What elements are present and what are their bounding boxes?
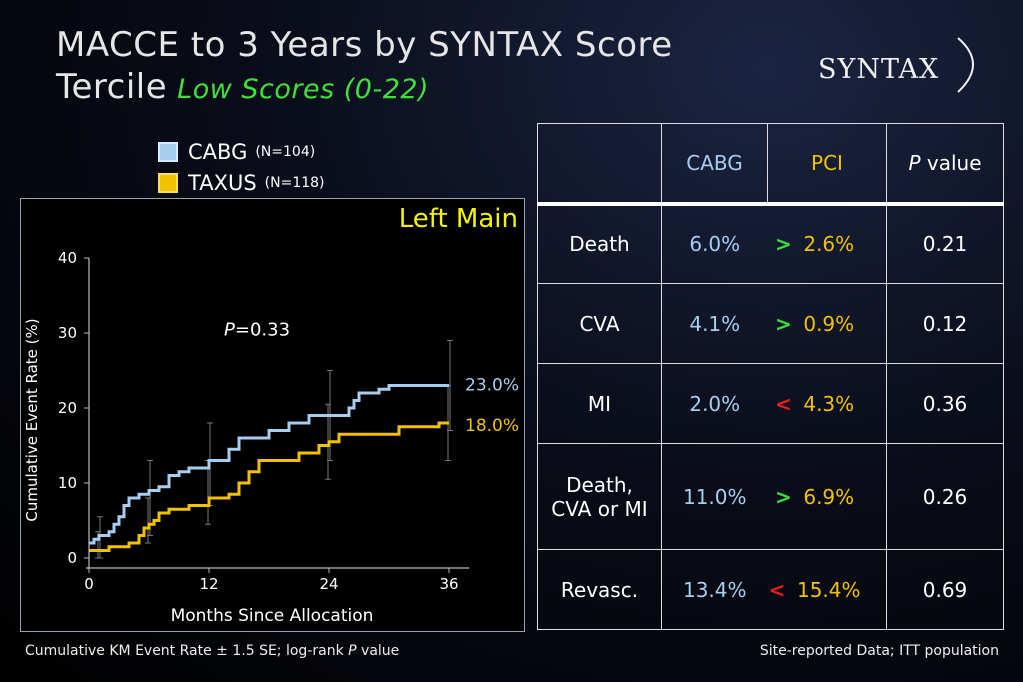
- footer-p-letter: P: [348, 643, 357, 659]
- title-line-1: MACCE to 3 Years by SYNTAX Score: [56, 25, 673, 65]
- km-chart-panel: Left Main Cumulative Event Rate (%) Mont…: [20, 198, 525, 632]
- p-value-annotation: P=0.33: [224, 319, 290, 340]
- x-axis-label: Months Since Allocation: [171, 606, 374, 626]
- comparison-sign: >: [774, 232, 792, 257]
- header-pci: PCI: [767, 123, 887, 206]
- p-value: 0.21: [886, 203, 1004, 284]
- table-header-row: CABG PCI P value: [537, 123, 1004, 206]
- legend-item-taxus: TAXUS (N=118): [158, 167, 325, 198]
- p-value: 0.26: [886, 443, 1004, 550]
- legend-swatch-taxus: [158, 172, 178, 193]
- pci-cell: <4.3%: [767, 363, 887, 444]
- row-label: CVA: [537, 283, 662, 364]
- syntax-logo: SYNTAX: [818, 34, 988, 94]
- comparison-sign: >: [774, 311, 792, 336]
- y-tick-label: 10: [58, 474, 77, 492]
- table-row: Death, CVA or MI 11.0% >6.9% 0.26: [537, 443, 1004, 550]
- cabg-value: 13.4%: [661, 549, 768, 630]
- cabg-end-label: 23.0%: [465, 376, 519, 396]
- taxus-km-curve: [89, 421, 449, 552]
- legend-n-cabg: (N=104): [255, 143, 316, 160]
- header-p-letter: P: [908, 150, 921, 175]
- p-value: 0.12: [886, 283, 1004, 364]
- pci-value: 2.6%: [803, 232, 855, 257]
- footer-right: Site-reported Data; ITT population: [759, 643, 999, 659]
- logo-arc-icon: [957, 37, 974, 93]
- row-label: Death: [537, 203, 662, 284]
- legend-swatch-cabg: [158, 141, 178, 162]
- comparison-sign: >: [774, 484, 792, 509]
- p-value-number: =0.33: [235, 319, 290, 340]
- title-line-2-text: Tercile: [56, 67, 168, 107]
- cabg-value: 6.0%: [661, 203, 768, 284]
- cabg-km-curve: [89, 384, 449, 545]
- logo-text: SYNTAX: [818, 54, 940, 85]
- km-chart: Left Main Cumulative Event Rate (%) Mont…: [23, 204, 519, 626]
- panel-title: Left Main: [399, 204, 518, 234]
- legend-label-cabg: CABG: [188, 139, 248, 164]
- header-p-word: value: [920, 150, 982, 175]
- row-label: Revasc.: [537, 549, 662, 630]
- pci-value: 15.4%: [796, 577, 861, 602]
- legend-item-cabg: CABG (N=104): [158, 136, 325, 167]
- title-subtitle: Low Scores (0-22): [177, 74, 430, 105]
- header-cabg: CABG: [661, 123, 768, 206]
- outcomes-table: CABG PCI P value Death 6.0% >2.6% 0.21 CVA 4.…: [537, 123, 1004, 630]
- title-line-2: Tercile Low Scores (0-22): [56, 66, 673, 111]
- table-body: Death 6.0% >2.6% 0.21 CVA 4.1% >0.9% 0.12 MI 2.0%…: [537, 203, 1004, 630]
- pci-cell: <15.4%: [767, 549, 887, 630]
- x-tick-label: 12: [199, 575, 218, 593]
- pci-value: 4.3%: [803, 391, 855, 416]
- x-tick-label: 24: [319, 575, 338, 593]
- slide-title: MACCE to 3 Years by SYNTAX Score Tercile…: [56, 24, 673, 111]
- y-tick-label: 20: [58, 399, 77, 417]
- row-label: MI: [537, 363, 662, 444]
- x-tick-label: 0: [84, 575, 94, 593]
- taxus-end-label: 18.0%: [465, 416, 519, 436]
- comparison-sign: <: [768, 577, 786, 602]
- cabg-value: 11.0%: [661, 443, 768, 550]
- p-value: 0.36: [886, 363, 1004, 444]
- y-axis-label: Cumulative Event Rate (%): [23, 318, 41, 521]
- chart-legend: CABG (N=104) TAXUS (N=118): [158, 136, 325, 198]
- cabg-value: 4.1%: [661, 283, 768, 364]
- table-row: MI 2.0% <4.3% 0.36: [537, 363, 1004, 444]
- footer-left: Cumulative KM Event Rate ± 1.5 SE; log-r…: [25, 643, 399, 659]
- legend-n-taxus: (N=118): [264, 174, 325, 191]
- pci-value: 6.9%: [803, 484, 855, 509]
- footer-left-suffix: value: [356, 643, 400, 659]
- header-empty-cell: [537, 123, 662, 206]
- pci-value: 0.9%: [803, 311, 855, 336]
- cabg-value: 2.0%: [661, 363, 768, 444]
- table-row: CVA 4.1% >0.9% 0.12: [537, 283, 1004, 364]
- x-tick-label: 36: [439, 575, 458, 593]
- plot-area: 0 10 20 30 40 0 12 24 36 23.0% 18.0%: [58, 249, 519, 593]
- table-row: Revasc. 13.4% <15.4% 0.69: [537, 549, 1004, 630]
- pci-cell: >2.6%: [767, 203, 887, 284]
- y-tick-label: 0: [67, 549, 77, 567]
- p-value: 0.69: [886, 549, 1004, 630]
- comparison-sign: <: [774, 391, 792, 416]
- pci-cell: >6.9%: [767, 443, 887, 550]
- p-value-letter: P: [224, 319, 235, 340]
- legend-label-taxus: TAXUS: [188, 170, 257, 195]
- y-tick-label: 30: [58, 324, 77, 342]
- y-tick-label: 40: [58, 249, 77, 267]
- footer-left-text: Cumulative KM Event Rate ± 1.5 SE; log-r…: [25, 643, 349, 659]
- header-p-value: P value: [886, 123, 1004, 206]
- table-row: Death 6.0% >2.6% 0.21: [537, 203, 1004, 284]
- pci-cell: >0.9%: [767, 283, 887, 364]
- row-label: Death, CVA or MI: [537, 443, 662, 550]
